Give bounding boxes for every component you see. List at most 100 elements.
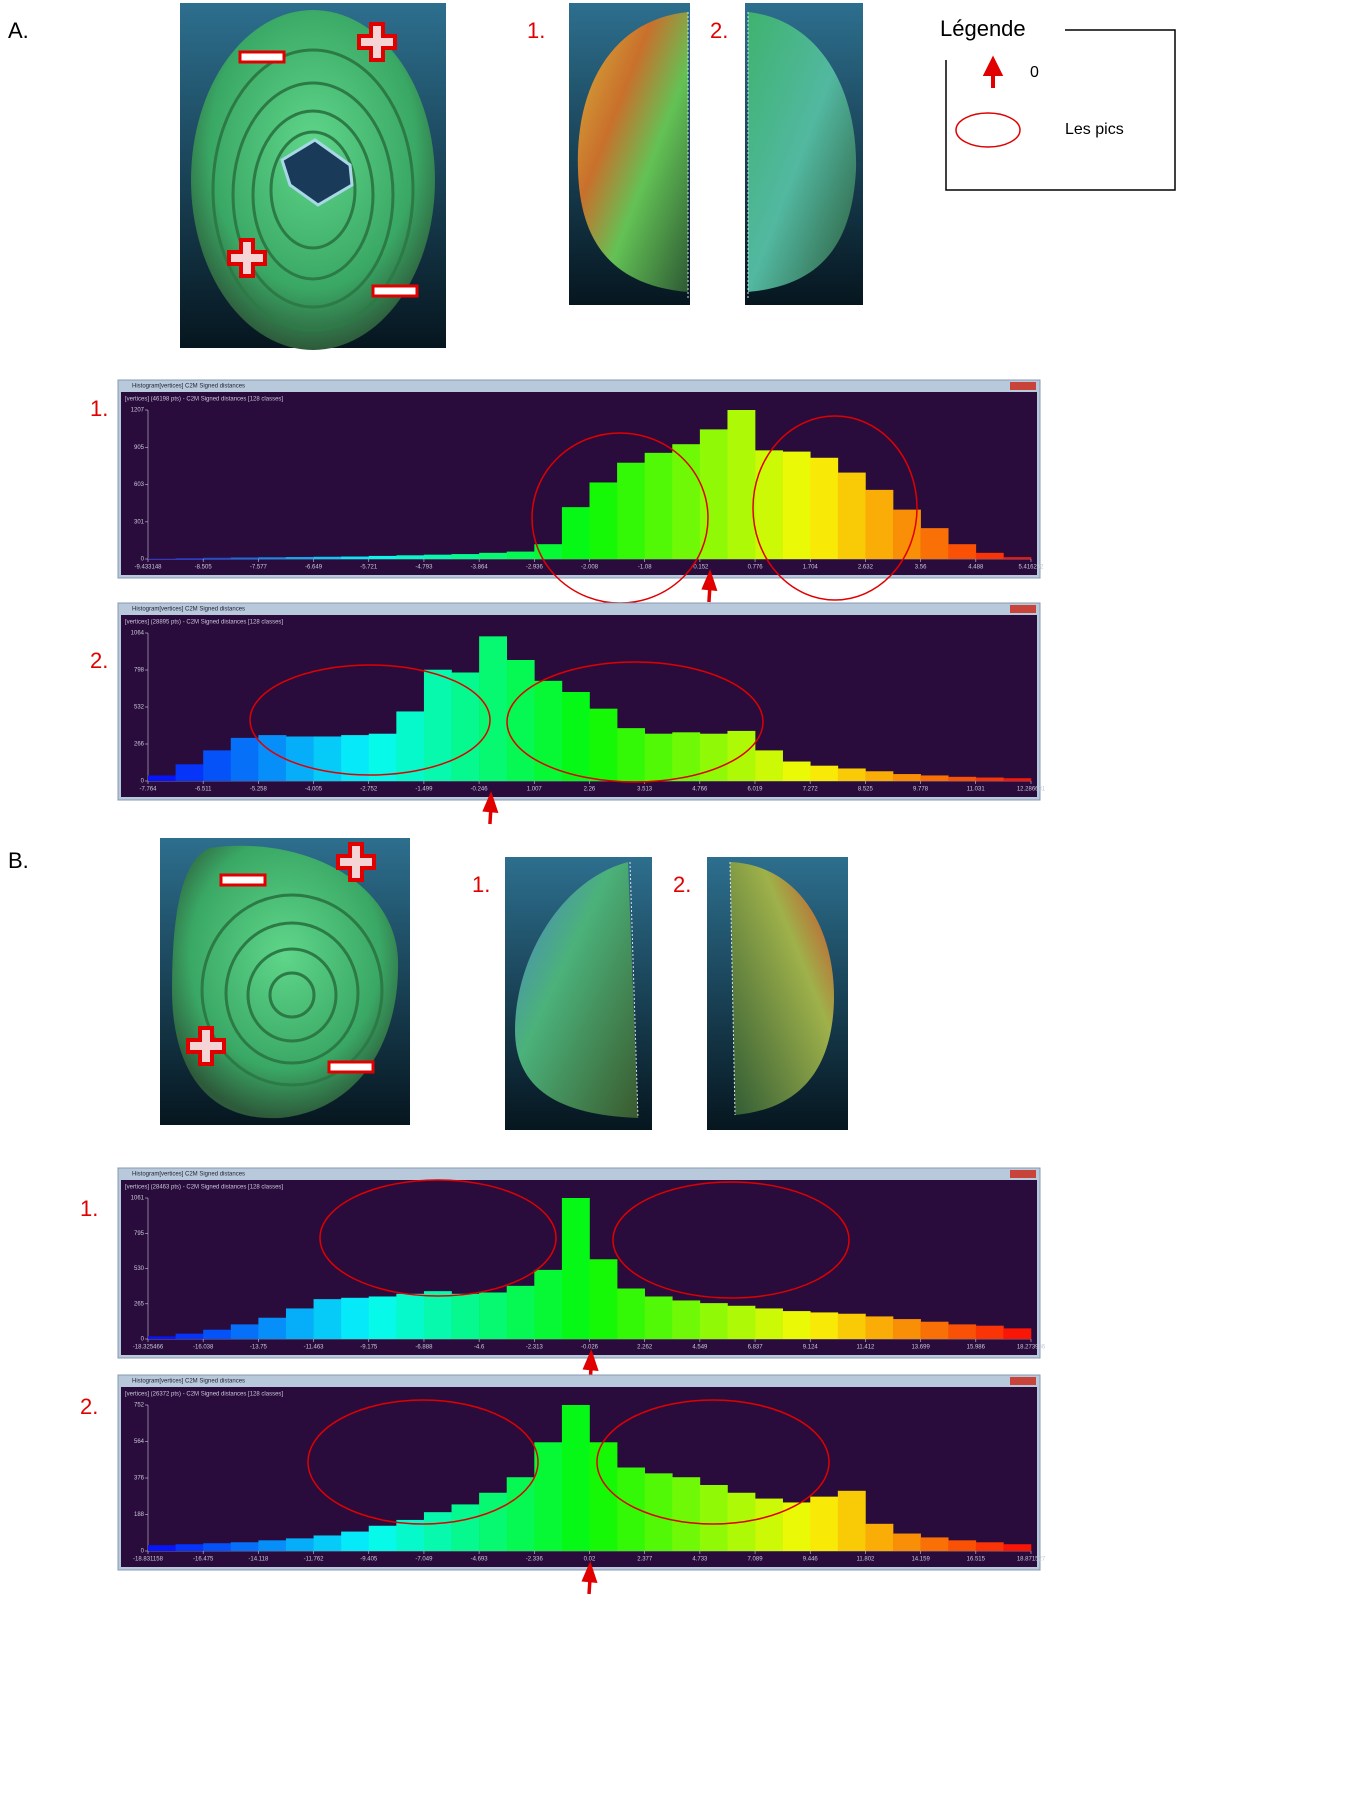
x-tick-label: -5.258 xyxy=(250,787,268,793)
y-tick-label: 376 xyxy=(134,1476,145,1482)
x-tick-label: 11.412 xyxy=(856,1345,875,1351)
x-tick-label: 18.871527 xyxy=(1017,1557,1046,1563)
histogram-bar xyxy=(231,738,259,781)
histogram-bar xyxy=(1003,778,1031,781)
histogram-bar xyxy=(948,777,976,781)
histogram-bar xyxy=(203,750,231,781)
panel-label: B. xyxy=(8,848,29,873)
render-b-main xyxy=(160,838,410,1125)
histogram-window: Histogram[vertices] C2M Signed distances… xyxy=(118,380,1044,578)
histogram-bar xyxy=(452,673,480,781)
y-tick-label: 798 xyxy=(134,668,145,674)
histogram-bar xyxy=(452,554,480,559)
histogram-bar xyxy=(783,1311,811,1339)
histogram-bar xyxy=(948,1324,976,1339)
x-tick-label: -9.405 xyxy=(360,1557,378,1563)
histogram-bar xyxy=(976,778,1004,781)
histogram-bar xyxy=(507,660,535,781)
histogram-bar xyxy=(562,692,590,781)
histogram-bar xyxy=(203,1543,231,1551)
close-button xyxy=(1010,605,1036,613)
histogram-bar xyxy=(479,636,507,781)
histogram-bar xyxy=(424,1291,452,1339)
x-tick-label: -18.831158 xyxy=(133,1557,164,1563)
histogram-bar xyxy=(396,555,424,559)
x-tick-label: -3.864 xyxy=(471,565,489,571)
histogram-bar xyxy=(976,1542,1004,1551)
legend-label: Les pics xyxy=(1065,121,1124,138)
x-tick-label: 7.089 xyxy=(748,1557,764,1563)
histogram-header: [vertices] (46198 pts) - C2M Signed dist… xyxy=(125,397,283,403)
x-tick-label: 5.416282 xyxy=(1018,565,1044,571)
x-tick-label: 2.377 xyxy=(637,1557,653,1563)
x-tick-label: 9.446 xyxy=(803,1557,819,1563)
histogram-bar xyxy=(838,473,866,559)
histogram-bar xyxy=(369,1296,397,1339)
x-tick-label: 13.699 xyxy=(911,1345,930,1351)
render-b-view1 xyxy=(505,857,652,1130)
x-tick-label: -2.752 xyxy=(360,787,378,793)
x-tick-label: -7.577 xyxy=(250,565,268,571)
x-tick-label: 1.007 xyxy=(527,787,543,793)
histogram-bar xyxy=(590,709,618,781)
x-tick-label: -16.038 xyxy=(193,1345,214,1351)
x-tick-label: -16.475 xyxy=(193,1557,214,1563)
histogram-bar xyxy=(286,736,314,781)
y-tick-label: 532 xyxy=(134,705,145,711)
histogram-bar xyxy=(893,1319,921,1339)
histogram-bar xyxy=(645,453,673,559)
histogram-bar xyxy=(341,557,369,559)
histogram-bar xyxy=(507,1286,535,1339)
window-title: Histogram[vertices] C2M Signed distances xyxy=(132,384,245,390)
histogram-bar xyxy=(452,1294,480,1339)
x-tick-label: 4.549 xyxy=(692,1345,708,1351)
histogram-bar xyxy=(838,1491,866,1551)
x-tick-label: 11.031 xyxy=(967,787,986,793)
histogram-bar xyxy=(755,1308,783,1339)
x-tick-label: -11.463 xyxy=(304,1345,325,1351)
histogram-bar xyxy=(672,732,700,781)
histogram-bar xyxy=(590,1442,618,1551)
x-tick-label: -9.175 xyxy=(360,1345,378,1351)
histogram-bar xyxy=(810,766,838,781)
render-a-main xyxy=(180,3,446,350)
render-a-view2 xyxy=(745,3,863,305)
panel-label: A. xyxy=(8,18,29,43)
histogram-bar xyxy=(617,1289,645,1339)
x-tick-label: 14.159 xyxy=(911,1557,930,1563)
y-tick-label: 301 xyxy=(134,519,145,525)
histogram-label: 2. xyxy=(90,648,108,673)
y-tick-label: 266 xyxy=(134,742,145,748)
histogram-label: 1. xyxy=(80,1196,98,1221)
x-tick-label: 11.802 xyxy=(856,1557,875,1563)
x-tick-label: -7.764 xyxy=(139,787,157,793)
histogram-bar xyxy=(590,1259,618,1339)
x-tick-label: -14.118 xyxy=(248,1557,269,1563)
histogram-bar xyxy=(286,1538,314,1551)
histogram-bar xyxy=(396,1294,424,1339)
x-tick-label: 9.124 xyxy=(803,1345,819,1351)
x-tick-label: 3.513 xyxy=(637,787,653,793)
histogram-bar xyxy=(507,1477,535,1551)
x-tick-label: 2.262 xyxy=(637,1345,653,1351)
view-label: 1. xyxy=(472,872,490,897)
histogram-bar xyxy=(865,490,893,559)
histogram-bar xyxy=(838,1314,866,1339)
histogram-bar xyxy=(424,555,452,559)
y-tick-label: 905 xyxy=(134,445,145,451)
histogram-bar xyxy=(921,775,949,781)
histogram-bar xyxy=(176,558,204,559)
x-tick-label: 18.273936 xyxy=(1017,1345,1046,1351)
window-title: Histogram[vertices] C2M Signed distances xyxy=(132,1379,245,1385)
window-title: Histogram[vertices] C2M Signed distances xyxy=(132,607,245,613)
histogram-bar xyxy=(755,1499,783,1551)
histogram-bar xyxy=(921,1322,949,1339)
x-tick-label: 15.986 xyxy=(967,1345,986,1351)
histogram-bar xyxy=(838,768,866,781)
x-tick-label: 6.837 xyxy=(748,1345,764,1351)
histogram-bar xyxy=(1003,1544,1031,1551)
x-tick-label: -0.152 xyxy=(691,565,709,571)
histogram-bar xyxy=(672,1300,700,1339)
x-tick-label: 1.704 xyxy=(803,565,819,571)
histogram-bar xyxy=(286,1308,314,1339)
